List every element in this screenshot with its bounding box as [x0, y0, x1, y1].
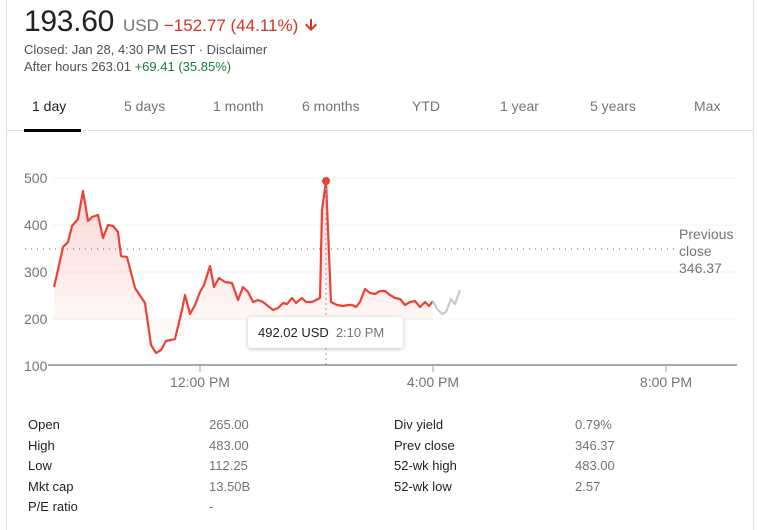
after-hours-row: After hours 263.01 +69.41 (35.85%) [24, 59, 231, 74]
tab-1-month[interactable]: 1 month [213, 98, 264, 114]
stat-label: Low [28, 458, 52, 473]
svg-text:4:00 PM: 4:00 PM [407, 374, 459, 390]
price-header: 193.60 USD −152.77 (44.11%) [24, 5, 318, 39]
stat-label: P/E ratio [28, 499, 78, 514]
current-price: 193.60 [24, 5, 114, 38]
x-axis-labels: 12:00 PM 4:00 PM 8:00 PM [170, 374, 692, 390]
stat-label: 52-wk low [394, 478, 452, 494]
range-tabs: 1 day 5 days 1 month 6 months YTD 1 year… [6, 88, 754, 132]
svg-text:8:00 PM: 8:00 PM [640, 374, 692, 390]
tab-6-months[interactable]: 6 months [302, 98, 360, 114]
prev-close-value: 346.37 [679, 260, 722, 276]
after-hours-price: After hours 263.01 [24, 59, 131, 74]
quote-card [6, 0, 754, 530]
tooltip-price: 492.02 USD [258, 325, 329, 340]
price-change: −152.77 (44.11%) [163, 16, 299, 35]
currency-label: USD [122, 16, 159, 35]
svg-text:12:00 PM: 12:00 PM [170, 374, 230, 390]
stat-value: 2.57 [575, 478, 601, 494]
tab-1-day[interactable]: 1 day [32, 98, 67, 114]
stat-label: 52-wk high [394, 458, 457, 473]
tab-1-year[interactable]: 1 year [500, 98, 539, 114]
hover-point [322, 177, 330, 185]
svg-text:500: 500 [24, 170, 48, 186]
stat-value: - [209, 499, 214, 514]
svg-text:200: 200 [24, 311, 48, 327]
y-axis-labels: 500 400 300 200 100 [24, 170, 48, 374]
tab-ytd[interactable]: YTD [412, 98, 440, 114]
stat-value: 346.37 [575, 437, 615, 453]
arrow-down-icon [305, 19, 318, 32]
prev-close-line1: Previous [679, 226, 734, 242]
stat-value: 112.25 [209, 458, 248, 473]
stat-value: 265.00 [209, 417, 249, 432]
stat-label: Mkt cap [28, 478, 74, 494]
previous-close-label: Previous close 346.37 [679, 226, 733, 277]
stat-label: Open [28, 417, 60, 432]
after-hours-change: +69.41 (35.85%) [134, 59, 232, 74]
stat-label: Div yield [394, 417, 444, 432]
svg-text:400: 400 [24, 217, 48, 233]
prev-close-line2: close [679, 243, 712, 259]
price-chart[interactable]: 500 400 300 200 100 12:00 PM 4:00 PM 8:0… [0, 150, 757, 400]
stat-label: High [28, 437, 55, 453]
stat-value: 483.00 [209, 437, 249, 453]
svg-text:100: 100 [24, 358, 48, 374]
tab-max[interactable]: Max [694, 98, 721, 114]
stat-value: 483.00 [575, 458, 615, 473]
after-hours-line [432, 289, 462, 316]
tooltip-time: 2:10 PM [335, 325, 385, 340]
price-line [52, 179, 434, 355]
svg-text:300: 300 [24, 264, 48, 280]
stat-value: 13.50B [209, 478, 251, 494]
stat-label: Prev close [394, 437, 455, 453]
market-status: Closed: Jan 28, 4:30 PM EST · Disclaimer [24, 42, 268, 57]
chart-tooltip: 492.02 USD 2:10 PM [248, 317, 403, 348]
active-tab-indicator [24, 129, 81, 132]
tab-5-days[interactable]: 5 days [124, 98, 166, 114]
stat-value: 0.79% [575, 417, 612, 432]
tab-5-years[interactable]: 5 years [590, 98, 636, 114]
